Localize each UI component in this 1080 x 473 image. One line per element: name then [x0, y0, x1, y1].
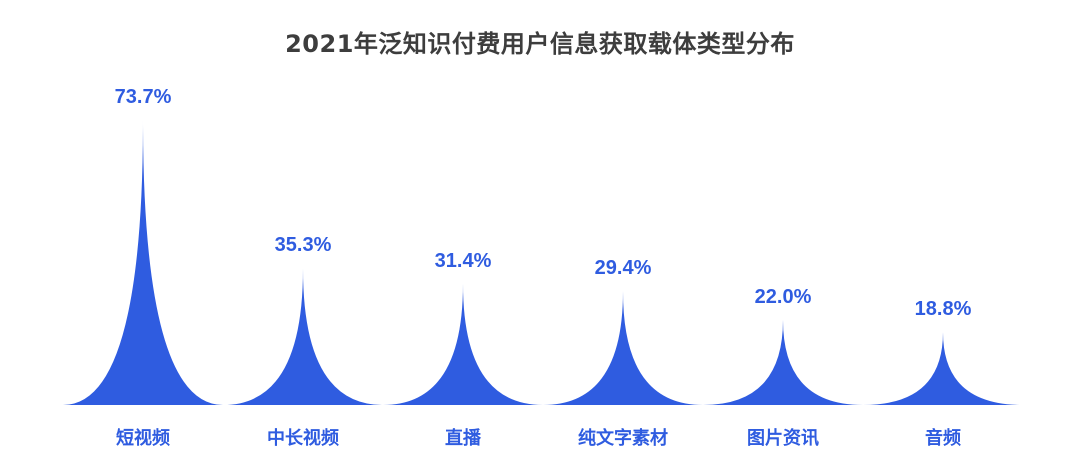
value-label: 73.7%: [114, 86, 172, 108]
spike-bar: [703, 319, 863, 405]
category-label: 中长视频: [267, 428, 339, 449]
spike-series: [63, 120, 1023, 405]
chart-title: 2021年泛知识付费用户信息获取载体类型分布: [285, 30, 795, 58]
category-label: 图片资讯: [747, 428, 819, 449]
spike-bar: [383, 283, 543, 405]
value-label: 29.4%: [594, 257, 652, 280]
spike-bar: [63, 120, 223, 405]
category-label: 纯文字素材: [578, 428, 668, 449]
spike-bar: [543, 291, 703, 405]
spike-bar: [863, 332, 1023, 405]
value-label: 18.8%: [914, 298, 972, 321]
value-label: 31.4%: [434, 249, 492, 272]
value-label: 22.0%: [754, 285, 812, 308]
category-label: 短视频: [116, 428, 170, 449]
category-label: 音频: [925, 428, 961, 449]
category-label: 直播: [445, 428, 481, 449]
value-label: 35.3%: [274, 234, 332, 257]
spike-bar: [223, 268, 383, 405]
